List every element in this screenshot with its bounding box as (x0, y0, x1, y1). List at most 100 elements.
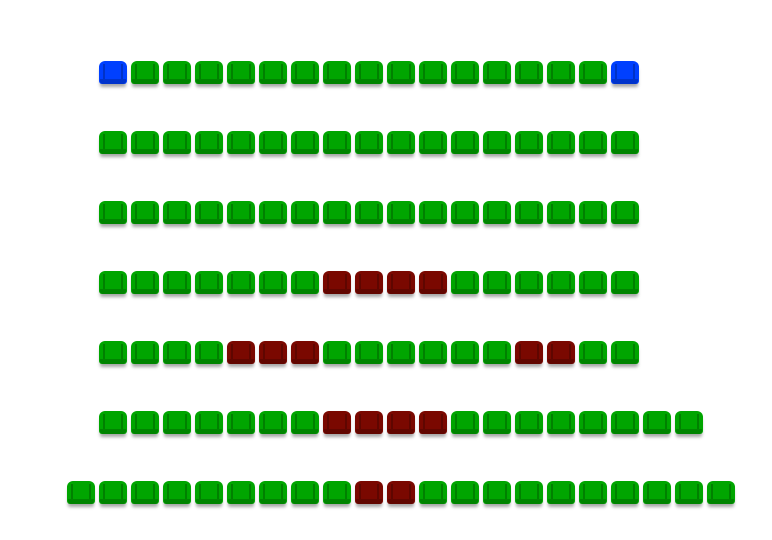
seat-available[interactable] (451, 61, 479, 84)
seat-available[interactable] (483, 271, 511, 294)
seat-sold[interactable] (387, 271, 415, 294)
seat-available[interactable] (99, 411, 127, 434)
seat-available[interactable] (483, 341, 511, 364)
seat-available[interactable] (579, 201, 607, 224)
seat-available[interactable] (131, 201, 159, 224)
seat-available[interactable] (99, 481, 127, 504)
seat-sold[interactable] (515, 341, 543, 364)
seat-available[interactable] (195, 341, 223, 364)
seat-available[interactable] (163, 61, 191, 84)
seat-available[interactable] (291, 411, 319, 434)
seat-available[interactable] (611, 131, 639, 154)
seat-available[interactable] (483, 201, 511, 224)
seat-sold[interactable] (547, 341, 575, 364)
seat-available[interactable] (515, 131, 543, 154)
seat-available[interactable] (483, 61, 511, 84)
seat-available[interactable] (99, 201, 127, 224)
seat-available[interactable] (451, 131, 479, 154)
seat-available[interactable] (451, 341, 479, 364)
seat-available[interactable] (131, 131, 159, 154)
seat-available[interactable] (259, 61, 287, 84)
seat-available[interactable] (675, 481, 703, 504)
seat-available[interactable] (451, 481, 479, 504)
seat-selected[interactable] (99, 61, 127, 84)
seat-available[interactable] (387, 201, 415, 224)
seat-available[interactable] (323, 481, 351, 504)
seat-available[interactable] (163, 411, 191, 434)
seat-available[interactable] (451, 271, 479, 294)
seat-available[interactable] (259, 201, 287, 224)
seat-available[interactable] (483, 411, 511, 434)
seat-sold[interactable] (419, 271, 447, 294)
seat-available[interactable] (227, 271, 255, 294)
seat-available[interactable] (547, 61, 575, 84)
seat-available[interactable] (195, 201, 223, 224)
seat-sold[interactable] (227, 341, 255, 364)
seat-available[interactable] (611, 481, 639, 504)
seat-available[interactable] (419, 201, 447, 224)
seat-available[interactable] (195, 271, 223, 294)
seat-available[interactable] (643, 411, 671, 434)
seat-available[interactable] (515, 411, 543, 434)
seat-available[interactable] (227, 131, 255, 154)
seat-available[interactable] (611, 341, 639, 364)
seat-available[interactable] (291, 271, 319, 294)
seat-available[interactable] (579, 481, 607, 504)
seat-available[interactable] (163, 481, 191, 504)
seat-available[interactable] (579, 131, 607, 154)
seat-available[interactable] (291, 481, 319, 504)
seat-available[interactable] (419, 61, 447, 84)
seat-sold[interactable] (291, 341, 319, 364)
seat-available[interactable] (643, 481, 671, 504)
seat-available[interactable] (579, 411, 607, 434)
seat-available[interactable] (451, 411, 479, 434)
seat-available[interactable] (227, 481, 255, 504)
seat-sold[interactable] (355, 411, 383, 434)
seat-available[interactable] (355, 201, 383, 224)
seat-available[interactable] (259, 131, 287, 154)
seat-available[interactable] (611, 411, 639, 434)
seat-sold[interactable] (355, 481, 383, 504)
seat-available[interactable] (611, 201, 639, 224)
seat-available[interactable] (131, 411, 159, 434)
seat-sold[interactable] (355, 271, 383, 294)
seat-available[interactable] (547, 131, 575, 154)
seat-available[interactable] (547, 201, 575, 224)
seat-available[interactable] (131, 61, 159, 84)
seat-available[interactable] (387, 61, 415, 84)
seat-available[interactable] (579, 271, 607, 294)
seat-available[interactable] (515, 271, 543, 294)
seat-available[interactable] (387, 131, 415, 154)
seat-available[interactable] (291, 61, 319, 84)
seat-available[interactable] (291, 131, 319, 154)
seat-available[interactable] (227, 61, 255, 84)
seat-available[interactable] (323, 201, 351, 224)
seat-available[interactable] (259, 481, 287, 504)
seat-available[interactable] (131, 481, 159, 504)
seat-available[interactable] (483, 481, 511, 504)
seat-available[interactable] (195, 481, 223, 504)
seat-available[interactable] (515, 481, 543, 504)
seat-available[interactable] (259, 411, 287, 434)
seat-available[interactable] (163, 131, 191, 154)
seat-available[interactable] (99, 271, 127, 294)
seat-available[interactable] (131, 271, 159, 294)
seat-available[interactable] (515, 61, 543, 84)
seat-sold[interactable] (419, 411, 447, 434)
seat-available[interactable] (323, 341, 351, 364)
seat-available[interactable] (547, 411, 575, 434)
seat-sold[interactable] (259, 341, 287, 364)
seat-available[interactable] (163, 341, 191, 364)
seat-sold[interactable] (387, 481, 415, 504)
seat-available[interactable] (483, 131, 511, 154)
seat-available[interactable] (547, 481, 575, 504)
seat-selected[interactable] (611, 61, 639, 84)
seat-available[interactable] (227, 411, 255, 434)
seat-available[interactable] (419, 341, 447, 364)
seat-available[interactable] (387, 341, 415, 364)
seat-available[interactable] (323, 61, 351, 84)
seat-available[interactable] (163, 201, 191, 224)
seat-available[interactable] (195, 131, 223, 154)
seat-sold[interactable] (387, 411, 415, 434)
seat-available[interactable] (195, 411, 223, 434)
